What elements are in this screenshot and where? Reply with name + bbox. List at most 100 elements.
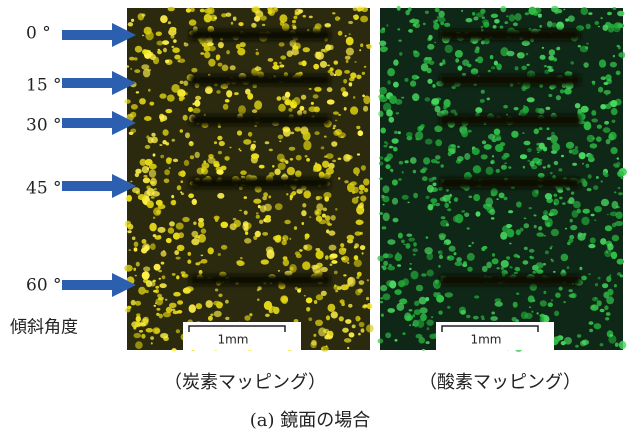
particle xyxy=(326,315,330,320)
particle xyxy=(446,195,450,199)
particle xyxy=(435,19,438,22)
particle xyxy=(500,232,507,240)
particle xyxy=(618,192,623,195)
particle xyxy=(383,185,390,193)
particle xyxy=(379,212,383,215)
particle xyxy=(516,229,521,235)
particle xyxy=(154,264,161,271)
particle xyxy=(160,15,168,23)
particle xyxy=(313,167,317,172)
particle xyxy=(260,205,266,212)
particle xyxy=(129,132,134,135)
particle xyxy=(274,169,280,176)
particle xyxy=(129,57,135,61)
particle xyxy=(461,210,465,212)
particle xyxy=(542,47,544,49)
indent-stripe xyxy=(440,275,580,285)
particle xyxy=(192,199,197,205)
particle xyxy=(467,227,470,229)
particle xyxy=(523,260,529,264)
particle xyxy=(546,222,550,226)
particle xyxy=(131,104,138,110)
particle xyxy=(394,131,398,134)
particle xyxy=(187,260,191,264)
particle xyxy=(406,132,413,137)
particle xyxy=(617,11,624,17)
particle xyxy=(457,156,464,161)
particle xyxy=(551,299,553,302)
particle xyxy=(278,270,280,272)
particle xyxy=(280,55,286,59)
particle xyxy=(409,324,411,326)
particle xyxy=(491,66,495,69)
particle xyxy=(334,271,338,275)
particle xyxy=(303,15,306,18)
particle xyxy=(153,327,161,334)
particle xyxy=(484,144,492,150)
particle xyxy=(173,311,179,315)
particle xyxy=(134,242,139,247)
particle xyxy=(481,318,484,320)
particle xyxy=(347,277,353,284)
particle xyxy=(594,297,596,299)
particle xyxy=(163,312,171,317)
particle xyxy=(254,100,262,109)
particle xyxy=(445,292,453,297)
particle xyxy=(580,340,587,346)
particle xyxy=(331,141,337,147)
particle xyxy=(598,26,600,28)
particle xyxy=(171,46,174,48)
particle xyxy=(560,89,564,93)
particle xyxy=(550,209,558,216)
particle xyxy=(178,60,180,62)
particle xyxy=(208,59,215,67)
particle xyxy=(256,49,258,50)
particle xyxy=(359,49,361,51)
particle xyxy=(509,14,515,22)
particle xyxy=(605,317,609,320)
particle xyxy=(559,197,563,200)
particle xyxy=(185,92,188,95)
particle xyxy=(452,150,454,152)
particle xyxy=(515,66,519,70)
particle xyxy=(494,19,500,24)
particle xyxy=(590,237,596,243)
particle xyxy=(596,176,599,179)
particle xyxy=(165,60,169,63)
particle xyxy=(353,96,355,99)
particle xyxy=(128,22,133,26)
particle xyxy=(338,31,343,36)
particle xyxy=(367,303,372,309)
particle xyxy=(320,267,328,272)
particle xyxy=(316,216,322,222)
particle xyxy=(511,131,518,138)
particle xyxy=(438,265,441,268)
particle xyxy=(601,76,606,80)
particle xyxy=(427,38,431,41)
particle xyxy=(383,213,390,222)
particle xyxy=(392,198,398,205)
particle xyxy=(567,266,570,269)
particle xyxy=(143,50,148,54)
particle xyxy=(449,201,451,204)
particle xyxy=(526,64,529,66)
particle xyxy=(583,209,590,214)
particle xyxy=(525,12,529,15)
particle xyxy=(309,88,312,90)
particle xyxy=(529,249,535,253)
particle xyxy=(140,159,147,166)
particle xyxy=(563,9,565,11)
particle xyxy=(330,215,335,221)
particle xyxy=(551,85,557,89)
particle xyxy=(448,152,452,157)
particle xyxy=(255,67,262,71)
particle xyxy=(347,183,355,192)
particle xyxy=(315,131,320,135)
particle xyxy=(398,233,403,239)
particle xyxy=(203,160,206,163)
particle xyxy=(233,218,237,220)
particle xyxy=(467,253,475,261)
particle xyxy=(194,100,200,107)
particle xyxy=(127,230,131,233)
particle xyxy=(279,140,281,142)
